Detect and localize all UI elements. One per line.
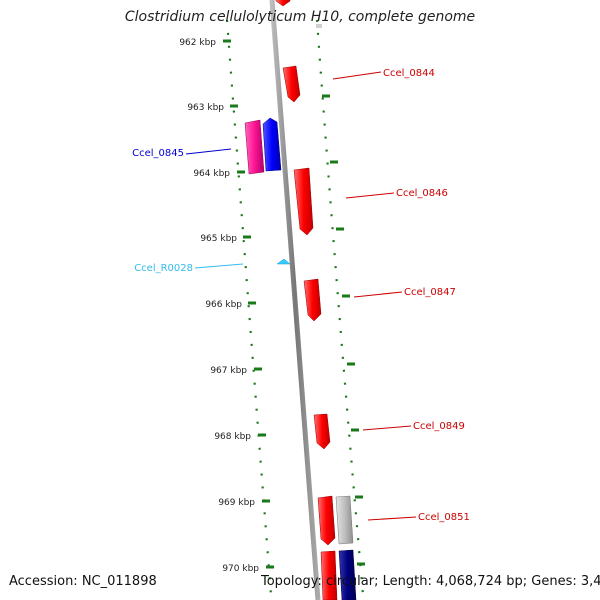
right-track-tick: [347, 362, 355, 366]
gene-label-ccel-0851[interactable]: Ccel_0851: [418, 512, 470, 523]
genome-title: Clostridium cellulolyticum H10, complete…: [124, 9, 476, 25]
ruler-tick-mark: [230, 104, 238, 108]
ruler-tick-label: 967 kbp: [210, 366, 247, 376]
gene-arrow-g3[interactable]: [262, 117, 282, 172]
gene-label-ccel-0847[interactable]: Ccel_0847: [404, 287, 456, 298]
ruler-tick-label: 963 kbp: [187, 103, 224, 113]
gene-arrow-g9[interactable]: [335, 495, 354, 545]
right-track-tick: [351, 428, 359, 432]
ruler-tick-mark: [266, 565, 274, 569]
leader-line-ccel-0851: [367, 516, 417, 521]
gene-label-ccel-0846[interactable]: Ccel_0846: [396, 188, 448, 199]
right-track-ticks: [322, 94, 365, 566]
leader-line-ccel-r0028: [194, 263, 244, 269]
genome-summary-text: Topology: circular; Length: 4,068,724 bp…: [261, 574, 600, 589]
right-track-tick: [342, 294, 350, 298]
gene-fragment: [316, 24, 322, 28]
gene-arrow-g2[interactable]: [244, 119, 265, 175]
ruler-tick-mark: [262, 499, 270, 503]
leader-line-ccel-0847: [353, 291, 403, 298]
gene-label-ccel-0844[interactable]: Ccel_0844: [383, 68, 435, 79]
gene-arrow-g1[interactable]: [282, 65, 301, 103]
right-track-tick: [355, 495, 363, 499]
ruler-tick-label: 969 kbp: [218, 498, 255, 508]
accession-text: Accession: NC_011898: [9, 574, 157, 589]
gene-arrow-g0[interactable]: [275, 0, 291, 7]
ruler-track-right: [315, 19, 365, 596]
ruler-tick-mark: [223, 39, 231, 43]
right-track-tick: [322, 94, 330, 98]
gene-label-ccel-0849[interactable]: Ccel_0849: [413, 421, 465, 432]
gene-arrow-g4[interactable]: [293, 167, 314, 236]
ruler-tick-label: 962 kbp: [179, 38, 216, 48]
ruler: 962 kbp 963 kbp 964 kbp 965 kbp 966 kbp …: [179, 38, 274, 574]
gene-label-leaders: [185, 71, 417, 521]
ruler-tick-label: 965 kbp: [200, 234, 237, 244]
ruler-tick-label: 966 kbp: [205, 300, 242, 310]
gene-arrow-g8[interactable]: [317, 495, 336, 546]
leader-line-ccel-0845: [185, 148, 232, 155]
ruler-tick-mark: [254, 367, 262, 371]
chromosome-backbone: [269, 0, 321, 600]
gene-arrow-g7[interactable]: [313, 413, 331, 450]
ruler-tick-label: 968 kbp: [214, 432, 251, 442]
ruler-tick-mark: [237, 170, 245, 174]
right-track-tick: [336, 227, 344, 231]
ruler-tick-mark: [248, 301, 256, 305]
leader-line-ccel-0846: [345, 192, 395, 199]
ruler-tick-mark: [243, 235, 251, 239]
leader-line-ccel-0844: [332, 71, 382, 80]
genes: [244, 0, 357, 600]
gene-arrow-g10[interactable]: [320, 550, 338, 600]
right-track-tick: [357, 562, 365, 566]
right-track-tick: [330, 160, 338, 164]
gene-label-ccel-0845[interactable]: Ccel_0845: [132, 148, 184, 159]
ruler-tick-mark: [258, 433, 266, 437]
gene-arrow-g6[interactable]: [303, 278, 322, 322]
ruler-track-left: [225, 19, 273, 596]
gene-labels: Ccel_0844 Ccel_0845 Ccel_0846 Ccel_R0028…: [132, 68, 470, 523]
ruler-tick-label: 970 kbp: [222, 564, 259, 574]
leader-line-ccel-0849: [362, 425, 412, 431]
ruler-tick-label: 964 kbp: [193, 169, 230, 179]
gene-arrow-g5[interactable]: [276, 258, 291, 265]
gene-label-ccel-r0028[interactable]: Ccel_R0028: [134, 263, 193, 274]
gene-arrow-g11[interactable]: [338, 549, 357, 600]
